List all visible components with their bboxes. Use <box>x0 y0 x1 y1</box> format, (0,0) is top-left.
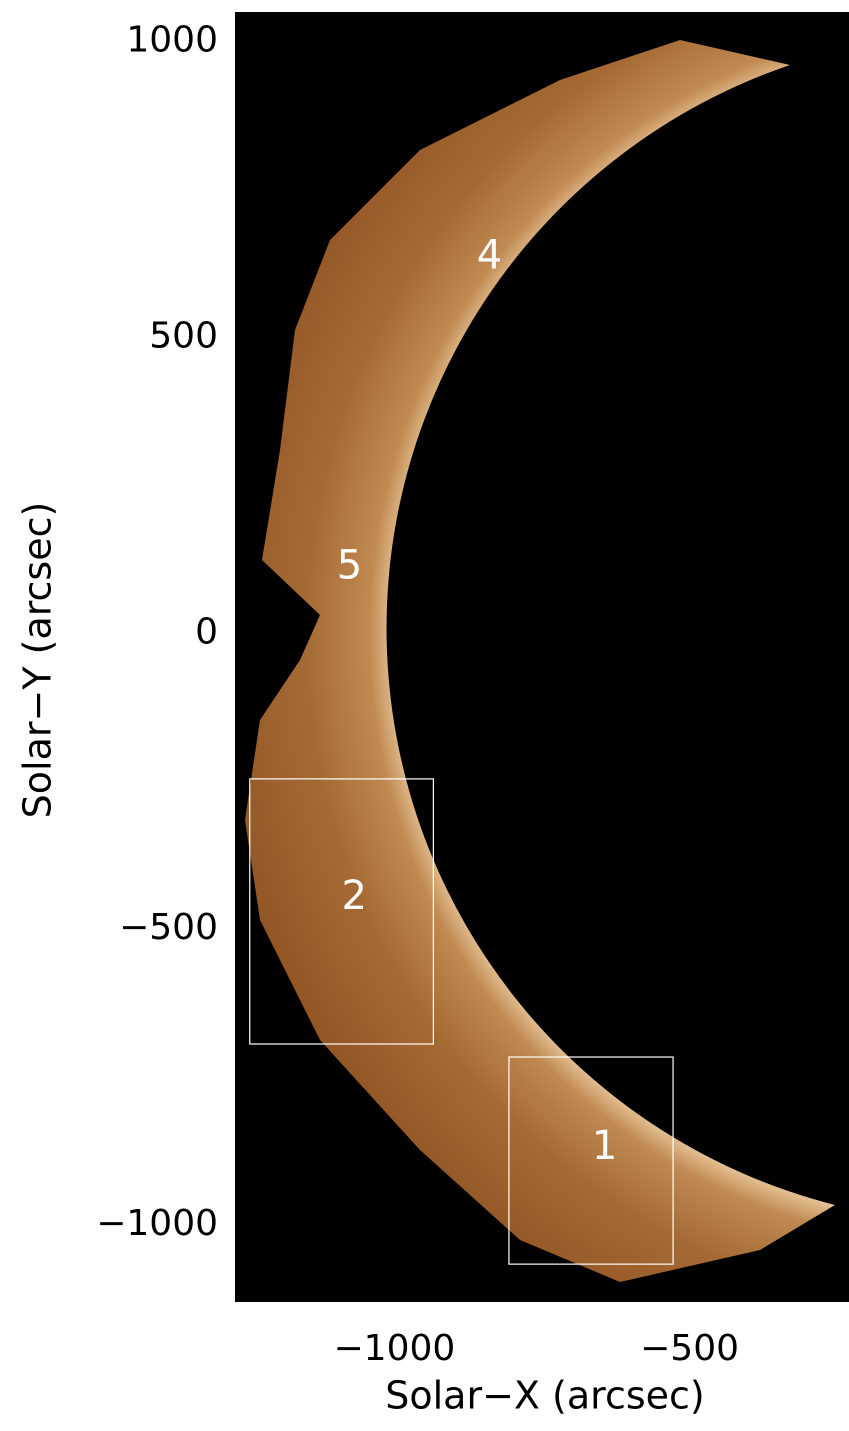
y-tick-label: 1000 <box>126 20 218 61</box>
y-tick-label: −1000 <box>96 1203 218 1244</box>
y-tick-label: 500 <box>149 315 218 356</box>
corona-image <box>245 40 835 1282</box>
x-tick-label: −500 <box>640 1328 739 1369</box>
region-label: 5 <box>337 543 362 589</box>
region-box <box>249 778 434 1045</box>
x-axis-label: Solar−X (arcsec) <box>385 1374 704 1418</box>
region-box <box>508 1056 674 1265</box>
y-tick-label: −500 <box>119 907 218 948</box>
x-tick-label: −1000 <box>334 1328 456 1369</box>
region-label: 4 <box>477 233 502 279</box>
region-label: 2 <box>342 873 367 919</box>
y-tick-label: 0 <box>195 611 218 652</box>
y-axis-label: Solar−Y (arcsec) <box>16 502 60 819</box>
region-label: 1 <box>592 1123 617 1169</box>
